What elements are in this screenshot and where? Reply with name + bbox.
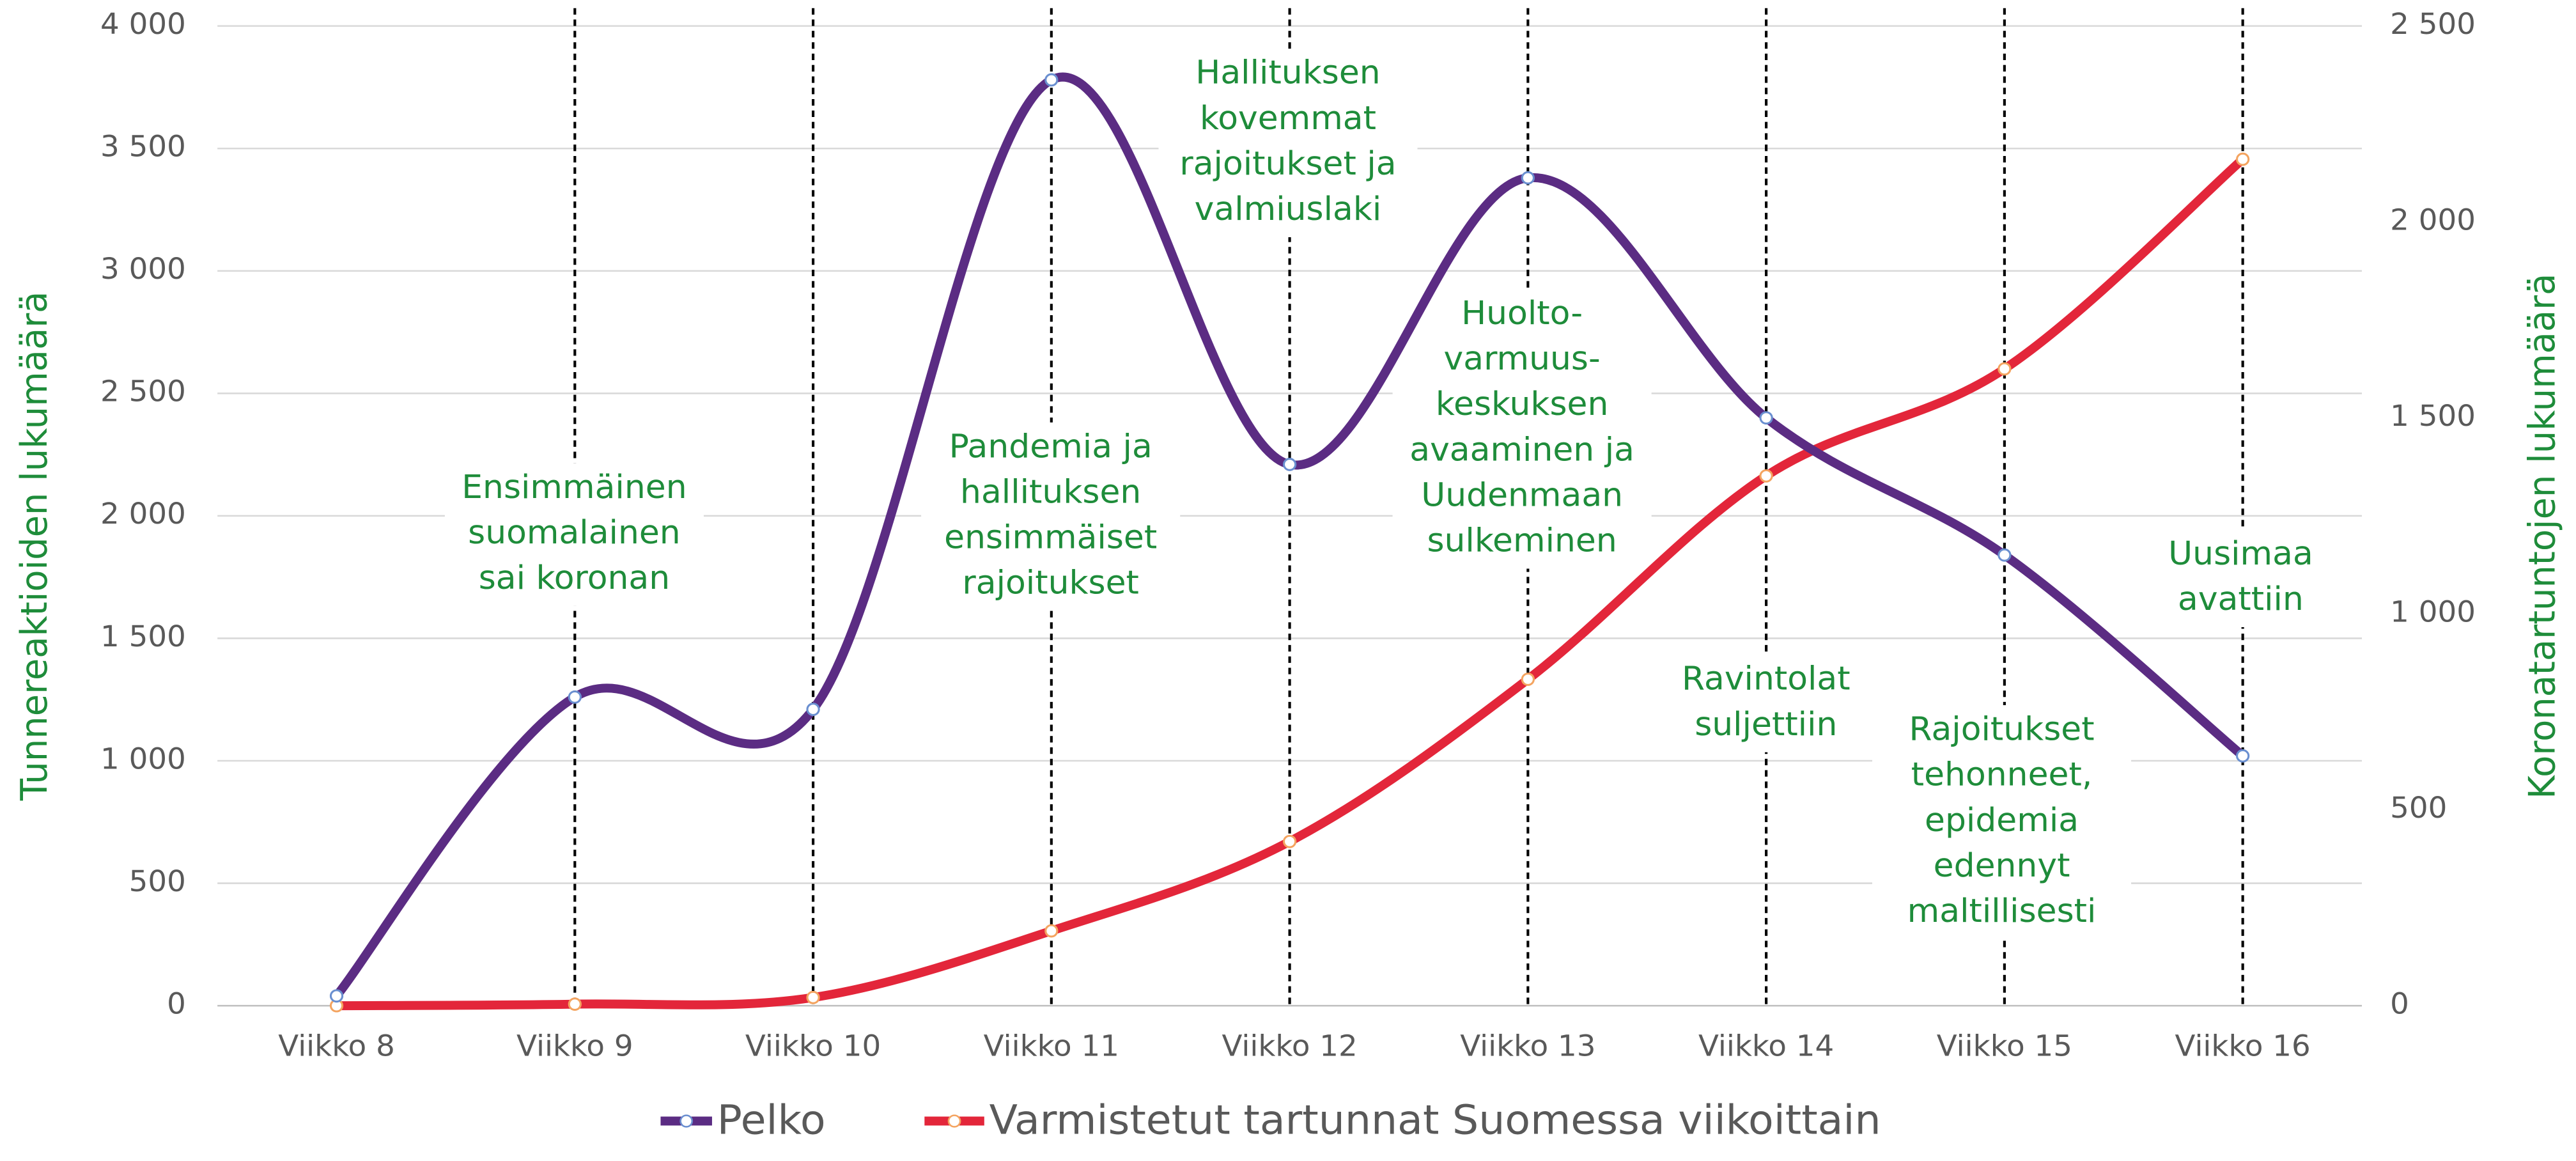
point xyxy=(806,990,820,1004)
annotation: Pandemia ja xyxy=(949,428,1152,465)
annotation: keskuksen xyxy=(1436,386,1609,423)
x-tick-label: Viikko 13 xyxy=(1460,1029,1595,1063)
annotation: sulkeminen xyxy=(1427,522,1617,559)
annotation-bg xyxy=(2111,529,2371,627)
y-tick-label: 3 000 xyxy=(100,252,186,286)
annotation: Ensimmäinen xyxy=(462,468,687,506)
point xyxy=(1282,458,1297,471)
legend-label: Pelko xyxy=(717,1096,826,1144)
y2-tick-label: 2 000 xyxy=(2390,203,2476,237)
y-tick-label: 2 000 xyxy=(100,497,186,531)
annotation: rajoitukset xyxy=(962,564,1138,602)
point xyxy=(1759,411,1773,425)
annotation-bg xyxy=(1872,705,2132,939)
y2-tick-label: 1 500 xyxy=(2390,398,2476,432)
legend-marker xyxy=(679,1114,694,1128)
x-tick-label: Viikko 9 xyxy=(516,1029,633,1063)
annotation: Uudenmaan xyxy=(1421,476,1623,514)
point xyxy=(1759,469,1773,483)
y-tick-label: 0 xyxy=(167,986,186,1020)
annotation: Uusimaa xyxy=(2168,535,2313,573)
point xyxy=(806,703,820,716)
annotation-bg xyxy=(921,422,1181,611)
annotation: kovemmat xyxy=(1200,99,1376,137)
annotation: maltillisesti xyxy=(1907,892,2097,930)
y2-axis-title: Koronatartuntojen lukumäärä xyxy=(2522,274,2564,799)
annotation-bg xyxy=(444,463,704,606)
x-tick-label: Viikko 10 xyxy=(745,1029,881,1063)
y-tick-label: 1 000 xyxy=(100,742,186,775)
point xyxy=(568,997,582,1011)
annotation: ensimmäiset xyxy=(944,518,1157,556)
y2-tick-label: 1 000 xyxy=(2390,595,2476,628)
point xyxy=(1521,673,1535,686)
y-tick-label: 2 500 xyxy=(100,374,186,408)
annotation-bg xyxy=(1636,655,1896,752)
point xyxy=(2236,152,2250,166)
annotation: avattiin xyxy=(2178,580,2304,618)
annotation: Hallituksen xyxy=(1195,54,1380,91)
point xyxy=(1521,171,1535,185)
legend-label: Varmistetut tartunnat Suomessa viikoitta… xyxy=(989,1096,1881,1144)
point xyxy=(1282,834,1297,848)
y2-tick-label: 500 xyxy=(2390,790,2447,824)
annotation: edennyt xyxy=(1934,846,2070,884)
y-tick-label: 4 000 xyxy=(100,6,186,40)
annotation-bg xyxy=(1158,49,1418,238)
annotation: Huolto- xyxy=(1461,294,1583,332)
point xyxy=(568,690,582,704)
point xyxy=(329,989,344,1003)
x-tick-label: Viikko 12 xyxy=(1222,1029,1357,1063)
x-tick-label: Viikko 8 xyxy=(278,1029,395,1063)
annotation: tehonneet, xyxy=(1911,756,2093,793)
annotation: varmuus- xyxy=(1444,340,1601,378)
annotation: hallituksen xyxy=(960,473,1141,511)
point xyxy=(1998,548,2012,562)
point xyxy=(1998,362,2012,376)
annotation: suljettiin xyxy=(1695,705,1837,743)
point xyxy=(1044,73,1059,87)
x-tick-label: Viikko 15 xyxy=(1937,1029,2072,1063)
x-tick-label: Viikko 11 xyxy=(984,1029,1119,1063)
annotation: avaaminen ja xyxy=(1409,431,1634,469)
annotation: epidemia xyxy=(1925,801,2079,839)
y-tick-label: 3 500 xyxy=(100,129,186,163)
y2-tick-label: 0 xyxy=(2390,986,2409,1020)
annotation: Ravintolat xyxy=(1682,660,1851,697)
annotation: Rajoitukset xyxy=(1909,710,2095,748)
annotation: rajoitukset ja xyxy=(1179,145,1396,183)
point xyxy=(1044,924,1059,938)
y-axis-title: Tunnereaktioiden lukumäärä xyxy=(13,292,56,802)
point xyxy=(2236,749,2250,763)
x-tick-label: Viikko 14 xyxy=(1698,1029,1834,1063)
series-line xyxy=(332,72,2247,1001)
x-tick-label: Viikko 16 xyxy=(2175,1029,2311,1063)
y-tick-label: 1 500 xyxy=(100,619,186,653)
series-line xyxy=(332,155,2247,1011)
annotation-bg xyxy=(1392,289,1652,569)
legend-marker xyxy=(947,1114,961,1128)
annotation: sai koronan xyxy=(479,559,670,597)
annotation: suomalainen xyxy=(468,513,681,551)
y2-tick-label: 2 500 xyxy=(2390,6,2476,40)
y-tick-label: 500 xyxy=(129,864,186,898)
annotation: valmiuslaki xyxy=(1195,191,1382,228)
